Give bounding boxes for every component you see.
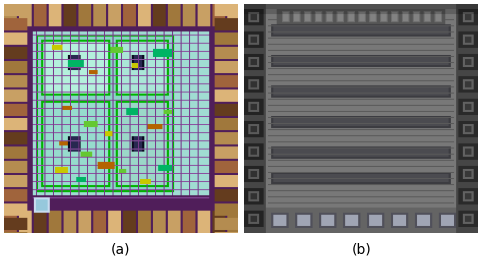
Text: (b): (b): [351, 242, 371, 256]
Text: (a): (a): [111, 242, 131, 256]
